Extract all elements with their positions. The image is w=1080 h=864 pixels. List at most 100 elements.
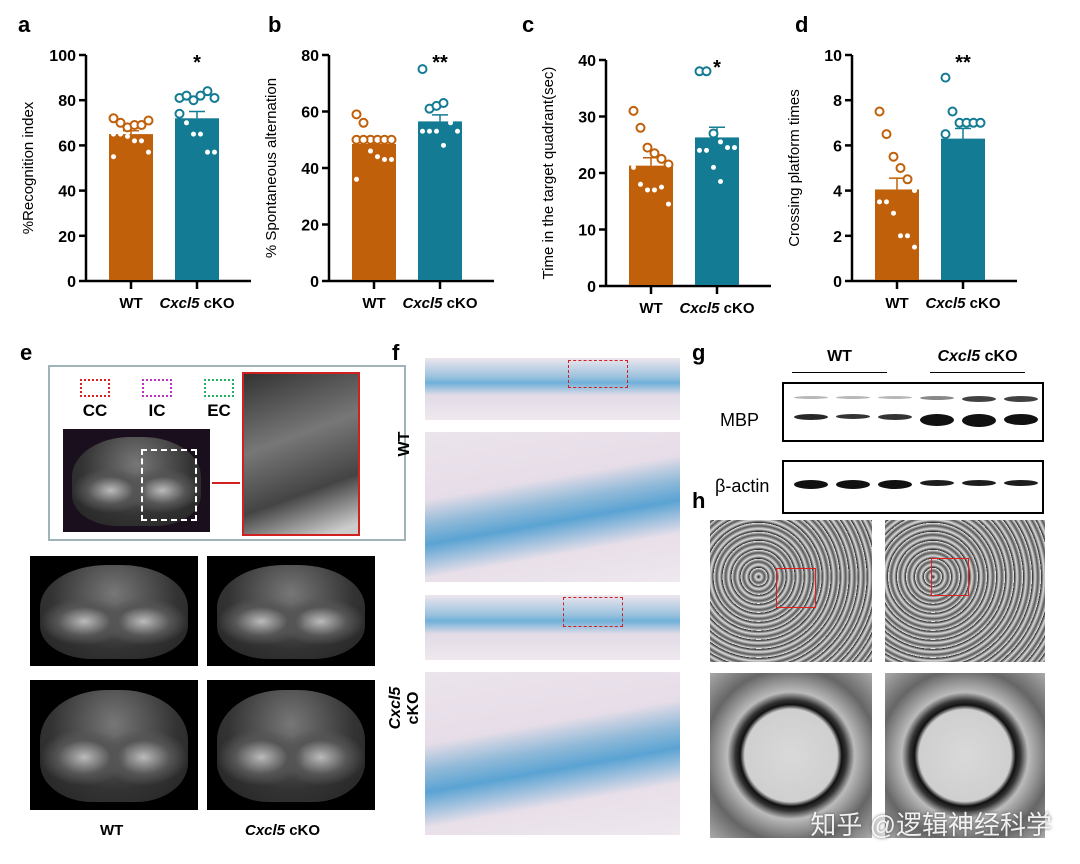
y-tick-label: 8 [833,93,842,110]
mbp-label: MBP [720,410,760,430]
watermark: 知乎 @逻辑神经科学 [810,810,1052,840]
blot-band [836,414,870,419]
bar-wt [352,143,396,280]
panel-label-b: b [268,12,282,37]
blot-band [878,480,912,489]
data-point [895,163,906,173]
data-point [351,109,362,120]
data-point [975,117,986,128]
data-point [881,129,892,140]
data-point [354,176,359,182]
blot-band [962,396,996,402]
data-point [115,117,126,128]
roi-box: CC IC EC [48,365,406,541]
x-tick-label-cko: Cxcl5 cKO [925,295,1000,312]
bar-cko [418,121,462,280]
y-tick-label: 60 [301,105,319,122]
data-point [645,187,650,193]
blot-band [878,396,912,399]
label-f-cko: Cxcl5 cKO [387,686,422,730]
dti-image-cko-2 [207,680,375,810]
data-point [191,131,196,137]
data-point [358,134,369,145]
y-tick-label: 0 [67,274,76,291]
data-point [195,90,206,101]
em-wt [710,520,872,662]
x-tick-label-cko: Cxcl5 cKO [679,300,754,317]
data-point [635,122,646,133]
data-point [111,154,116,160]
significance-label: ** [955,52,971,74]
x-tick-label-cko: Cxcl5 cKO [402,295,477,312]
blot-band [836,480,870,489]
y-tick-label: 30 [578,110,596,127]
label-wt: WT [100,822,124,839]
data-point [188,95,199,106]
lfb-wt-overview [425,358,680,420]
data-point [375,154,380,160]
data-point [628,105,639,116]
data-point [136,120,147,131]
data-point [198,131,203,137]
x-tick-label-wt: WT [885,295,908,312]
panel-label-a: a [18,12,31,37]
x-tick-label-wt: WT [362,295,385,312]
data-point [666,201,671,207]
blot-band [920,480,954,486]
y-tick-label: 60 [58,138,76,155]
legend-ec: EC [199,379,239,421]
bar-wt [875,189,919,280]
lfb-cko-overview [425,595,680,660]
data-point [382,157,387,163]
data-point [139,138,144,144]
data-point [656,153,667,164]
y-axis-label: Crossing platform times [786,89,803,247]
data-point [441,142,446,148]
actin-blot [782,460,1044,514]
data-point [209,92,220,103]
blot-band [794,480,828,489]
em-wt-zoom [710,673,872,838]
data-point [649,148,660,159]
data-point [181,90,192,101]
data-point [108,113,119,124]
x-tick-label-wt: WT [639,300,662,317]
significance-label: * [713,57,721,79]
data-point [888,151,899,162]
dti-image-wt-2 [30,680,198,810]
blot-band [1004,396,1038,402]
blot-band [1004,414,1038,425]
data-point [898,233,903,239]
blot-band [878,414,912,420]
blot-band [794,414,828,420]
data-point [358,117,369,128]
y-tick-label: 20 [578,166,596,183]
y-tick-label: 4 [833,184,842,201]
bar-cko [175,118,219,280]
y-tick-label: 20 [301,218,319,235]
bar-cko [695,137,739,285]
blot-band [962,414,996,427]
dti-image-wt-1 [30,556,198,666]
data-point [420,128,425,134]
data-point [652,187,657,193]
blot-band [836,396,870,399]
data-point [438,98,449,109]
panel-label-h: h [692,488,706,513]
y-tick-label: 20 [58,229,76,246]
panel-label-f: f [392,340,400,365]
x-tick-label-cko: Cxcl5 cKO [159,295,234,312]
y-axis-label: % Spontaneous alternation [263,78,280,258]
data-point [417,64,428,75]
actin-label: β-actin [715,476,770,496]
data-point [874,106,885,117]
y-tick-label: 6 [833,138,842,155]
data-point [132,138,137,144]
y-axis-label: Time in the target quadrant(sec) [540,67,557,280]
data-point [205,149,210,155]
panel-label-c: c [522,12,535,37]
lfb-cko-zoom [425,672,680,835]
legend-cc: CC [75,379,115,421]
y-tick-label: 0 [587,279,596,296]
